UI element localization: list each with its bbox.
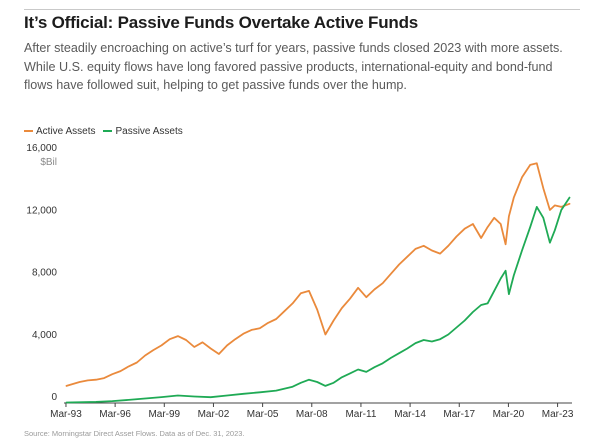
series-line-active-assets bbox=[65, 162, 571, 387]
y-tick-label: 4,000 bbox=[32, 330, 57, 341]
legend-swatch-passive bbox=[103, 130, 113, 132]
x-tick-label: Mar-11 bbox=[345, 409, 376, 420]
x-tick-label: Mar-05 bbox=[247, 409, 279, 420]
legend-label-active: Active Assets bbox=[36, 125, 96, 137]
x-tick-label: Mar-17 bbox=[443, 409, 475, 420]
top-rule bbox=[24, 9, 580, 10]
series-line-passive-assets bbox=[65, 196, 571, 404]
legend-item-passive: Passive Assets bbox=[103, 125, 183, 137]
legend-swatch-active bbox=[24, 130, 33, 132]
y-tick-label: 12,000 bbox=[26, 205, 57, 216]
x-tick-label: Mar-93 bbox=[50, 409, 82, 420]
source-note: Source: Morningstar Direct Asset Flows. … bbox=[24, 429, 245, 438]
y-axis: 0 4,000 8,000 12,000 16,000 $Bil bbox=[26, 143, 57, 403]
chart-legend: Active Assets Passive Assets bbox=[24, 124, 191, 138]
x-tick-label: Mar-23 bbox=[542, 409, 574, 420]
x-axis: Mar-93 Mar-96 Mar-99 Mar-02 Mar-05 Mar-08 Mar-… bbox=[50, 402, 574, 420]
y-unit-label: $Bil bbox=[40, 157, 57, 168]
chart-title: It’s Official: Passive Funds Overtake Ac… bbox=[24, 13, 419, 32]
x-tick-label: Mar-99 bbox=[148, 409, 180, 420]
legend-item-active: Active Assets bbox=[24, 126, 95, 137]
legend-label-passive: Passive Assets bbox=[115, 125, 183, 137]
y-tick-label: 0 bbox=[51, 392, 57, 403]
chart-subtitle: After steadily encroaching on active’s t… bbox=[24, 41, 563, 92]
x-tick-label: Mar-96 bbox=[99, 409, 131, 420]
y-tick-label: 8,000 bbox=[32, 268, 57, 279]
x-tick-label: Mar-14 bbox=[394, 409, 426, 420]
x-tick-label: Mar-08 bbox=[296, 409, 328, 420]
x-tick-label: Mar-02 bbox=[198, 409, 230, 420]
y-tick-label: 16,000 bbox=[26, 143, 57, 154]
series-lines bbox=[65, 162, 571, 404]
x-tick-label: Mar-20 bbox=[493, 409, 525, 420]
